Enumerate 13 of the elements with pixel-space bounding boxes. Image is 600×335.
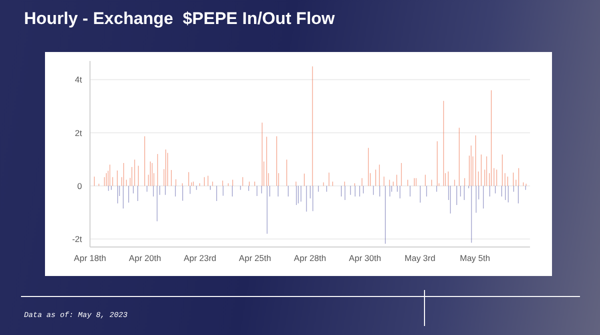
y-tick-label: -2t xyxy=(72,234,83,244)
x-tick-label: May 5th xyxy=(460,253,490,264)
y-tick-label: 0 xyxy=(77,180,82,191)
x-tick-label: May 3rd xyxy=(404,253,436,264)
x-tick-label: Apr 20th xyxy=(128,253,162,264)
chart-title: Hourly - Exchange $PEPE In/Out Flow xyxy=(24,8,335,30)
y-tick-label: 2t xyxy=(74,128,83,138)
x-tick-label: Apr 23rd xyxy=(184,253,217,264)
x-tick-label: Apr 30th xyxy=(348,253,382,264)
x-tick-label: Apr 18th xyxy=(74,253,106,264)
y-tick-label: 4t xyxy=(74,74,83,85)
x-tick-label: Apr 25th xyxy=(238,253,272,264)
x-tick-label: Apr 28th xyxy=(294,253,326,264)
